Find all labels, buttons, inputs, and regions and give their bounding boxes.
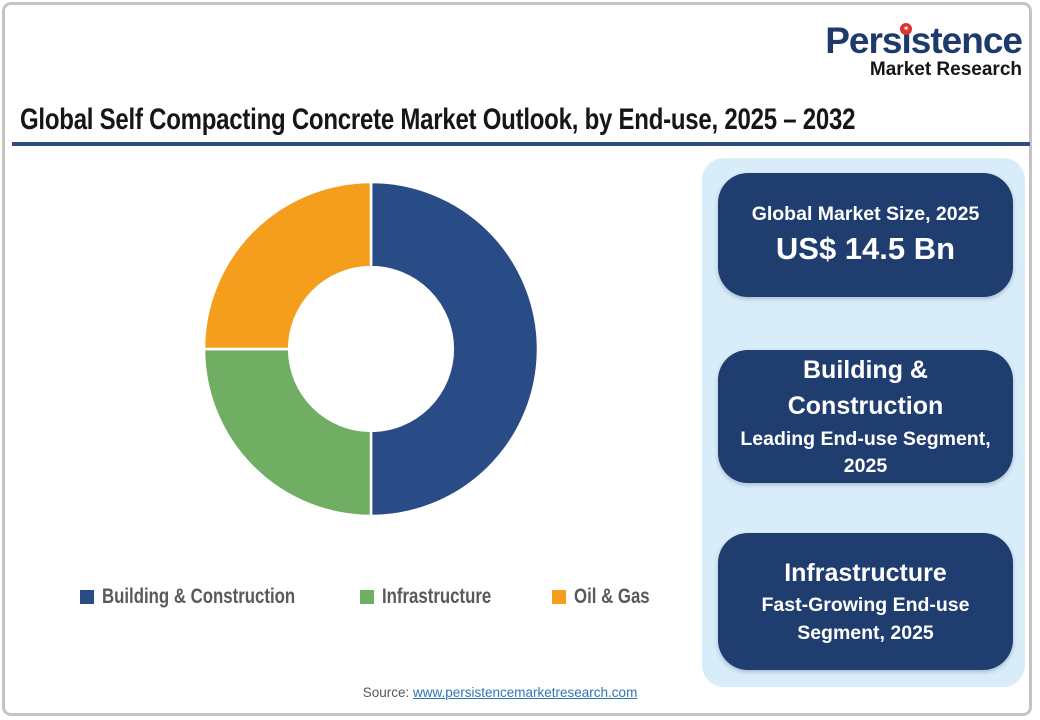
market-size-value: US$ 14.5 Bn bbox=[775, 231, 956, 267]
fast-growing-segment-caption: Fast-Growing End-use Segment, 2025 bbox=[761, 594, 970, 645]
brand-subtitle: Market Research bbox=[869, 59, 1022, 80]
donut-segment-1 bbox=[202, 347, 373, 518]
legend-item-infrastructure: Infrastructure bbox=[360, 585, 519, 608]
legend-item-building-construction: Building & Construction bbox=[80, 585, 343, 608]
source-line: Source: www.persistencemarketresearch.co… bbox=[0, 685, 1000, 700]
star-glyph: ✶ bbox=[902, 24, 910, 33]
leading-segment-card: Building & Construction Leading End-use … bbox=[718, 350, 1013, 483]
legend-label-infrastructure: Infrastructure bbox=[382, 585, 492, 608]
donut-segment-0 bbox=[369, 180, 540, 518]
source-label: Source: bbox=[362, 685, 410, 700]
highlight-panel: Global Market Size, 2025 US$ 14.5 Bn Bui… bbox=[702, 158, 1025, 687]
brand-name-part: Pers bbox=[825, 20, 902, 61]
source-link[interactable]: www.persistencemarketresearch.com bbox=[412, 685, 638, 700]
logo-star-icon: ✶ bbox=[900, 23, 913, 35]
legend-swatch-oil-gas bbox=[552, 590, 566, 604]
fast-growing-segment-name: Infrastructure bbox=[784, 559, 947, 588]
brand-name: Persi ✶ stence bbox=[825, 20, 1023, 61]
legend-item-oil-gas: Oil & Gas bbox=[552, 585, 669, 608]
brand-logo: Persi ✶ stence Market Research bbox=[825, 20, 1023, 80]
fast-growing-segment-card: Infrastructure Fast-Growing End-use Segm… bbox=[718, 533, 1013, 670]
legend-swatch-building-construction bbox=[80, 590, 94, 604]
donut-segment-2 bbox=[202, 180, 373, 351]
donut-chart bbox=[202, 180, 540, 518]
brand-name-part: i bbox=[901, 20, 911, 61]
page-title: Global Self Compacting Concrete Market O… bbox=[20, 103, 856, 136]
legend-label-oil-gas: Oil & Gas bbox=[574, 585, 650, 608]
brand-name-part: stence bbox=[910, 20, 1023, 61]
market-size-card: Global Market Size, 2025 US$ 14.5 Bn bbox=[718, 173, 1013, 297]
legend-label-building-construction: Building & Construction bbox=[102, 585, 296, 608]
leading-segment-name: Building & Construction bbox=[787, 356, 944, 421]
market-size-heading: Global Market Size, 2025 bbox=[751, 202, 980, 225]
leading-segment-caption: Leading End-use Segment, 2025 bbox=[740, 427, 991, 478]
legend-swatch-infrastructure bbox=[360, 590, 374, 604]
title-underline bbox=[12, 142, 1030, 146]
